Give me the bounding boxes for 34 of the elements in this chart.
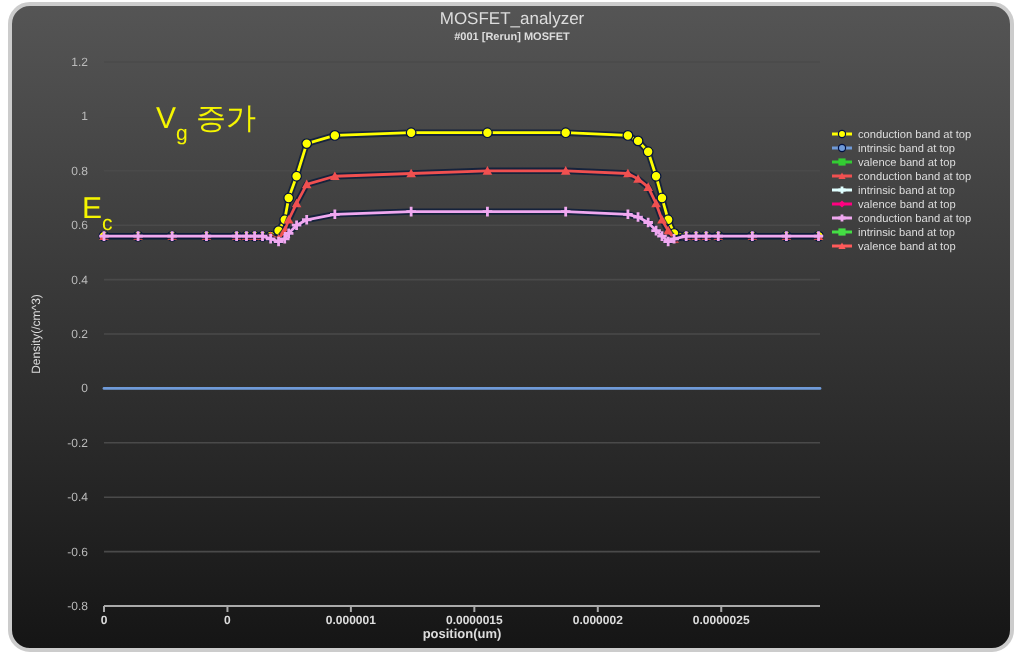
point xyxy=(651,198,661,208)
point xyxy=(632,135,644,147)
point xyxy=(649,224,663,237)
point xyxy=(655,229,669,243)
point xyxy=(481,205,494,218)
point xyxy=(301,179,312,189)
point xyxy=(272,235,285,248)
point xyxy=(623,168,633,178)
point xyxy=(656,192,668,204)
point xyxy=(663,225,673,235)
point xyxy=(406,168,416,178)
point xyxy=(622,130,634,141)
point xyxy=(329,130,341,141)
point xyxy=(482,166,493,175)
point xyxy=(301,138,313,149)
point xyxy=(560,127,572,139)
point xyxy=(482,127,493,139)
point xyxy=(282,227,295,240)
point xyxy=(291,170,302,182)
point xyxy=(291,198,302,208)
point xyxy=(643,182,653,191)
point xyxy=(657,214,667,224)
point xyxy=(404,205,418,218)
chart-title: MOSFET_analyzer xyxy=(439,8,585,28)
point xyxy=(633,174,643,183)
point xyxy=(642,146,654,158)
point xyxy=(560,166,571,175)
point xyxy=(650,170,662,182)
point xyxy=(405,127,417,139)
annotation: V$_{g}$ 증가 xyxy=(156,102,257,146)
point xyxy=(661,235,675,248)
point xyxy=(328,208,342,221)
point xyxy=(330,171,340,181)
point xyxy=(283,192,295,204)
